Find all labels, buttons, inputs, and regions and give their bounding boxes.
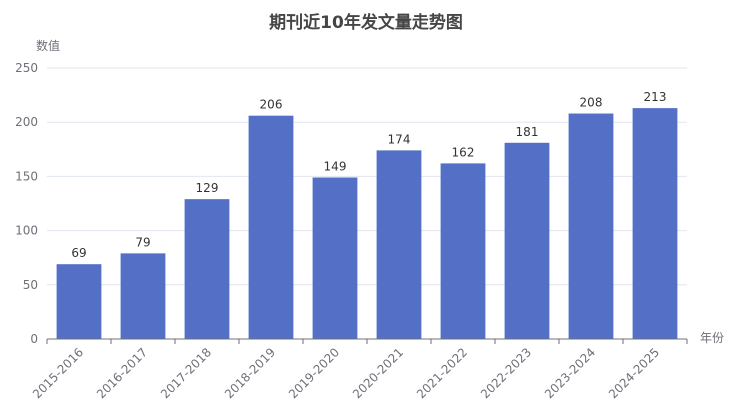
data-label: 69	[71, 246, 86, 260]
data-label: 206	[260, 98, 283, 112]
bar	[376, 150, 422, 339]
y-tick-label: 50	[23, 278, 38, 292]
y-axis-ticks: 0 50 100 150 200 250	[15, 61, 38, 346]
y-tick-label: 200	[15, 115, 38, 129]
y-axis-label: 数值	[36, 38, 60, 53]
bar	[632, 108, 678, 339]
x-tick-label: 2015-2016	[30, 345, 86, 401]
bar	[56, 264, 102, 339]
x-tick-label: 2020-2021	[350, 345, 406, 401]
bar	[504, 142, 550, 339]
y-tick-label: 150	[15, 169, 38, 183]
data-label: 162	[452, 145, 475, 159]
data-label: 208	[580, 96, 603, 110]
bar	[248, 115, 294, 339]
x-tick-label: 2024-2025	[606, 345, 662, 401]
x-axis-label: 年份	[700, 331, 724, 345]
x-axis: 2015-2016 2016-2017 2017-2018 2018-2019 2019…	[30, 338, 688, 401]
bar	[120, 253, 166, 339]
x-tick-label: 2021-2022	[414, 345, 470, 401]
y-tick-label: 100	[15, 224, 38, 238]
bar	[184, 199, 230, 339]
y-tick-label: 0	[30, 332, 38, 346]
data-label: 79	[135, 235, 150, 249]
x-tick-label: 2023-2024	[542, 345, 598, 401]
x-tick-label: 2019-2020	[286, 345, 342, 401]
data-label: 213	[644, 90, 667, 104]
x-tick-label: 2018-2019	[222, 345, 278, 401]
x-tick-label: 2017-2018	[158, 345, 214, 401]
x-tick-label: 2022-2023	[478, 345, 534, 401]
bar	[440, 163, 486, 339]
data-label: 149	[324, 159, 347, 173]
bar	[312, 177, 358, 339]
bars	[56, 108, 678, 339]
data-label: 174	[388, 132, 411, 146]
data-label: 181	[516, 125, 539, 139]
y-tick-label: 250	[15, 61, 38, 75]
x-tick-label: 2016-2017	[94, 345, 150, 401]
chart-title: 期刊近10年发文量走势图	[269, 12, 463, 33]
data-label: 129	[196, 181, 219, 195]
data-labels: 69 79 129 206 149 174 162 181 208 213	[71, 90, 666, 260]
bar	[568, 113, 614, 339]
